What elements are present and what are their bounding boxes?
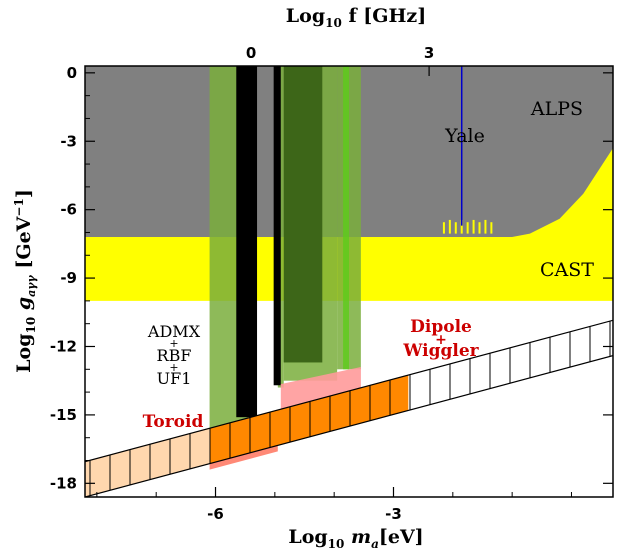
cast-label: CAST [540, 259, 594, 281]
y-tick-label: -15 [50, 406, 77, 424]
band-upper-edge [85, 319, 613, 463]
dipole-projection [280, 367, 361, 412]
wiggler-label: Wiggler [402, 341, 479, 361]
y-tick-label: -9 [60, 269, 77, 287]
band-lower-edge [85, 355, 613, 497]
haloscope-dark-band [283, 66, 323, 363]
admx-label: ADMX [147, 322, 201, 341]
x-top-tick-label: 0 [246, 44, 256, 62]
plot-frame [84, 65, 614, 498]
y-tick-label: -3 [60, 132, 77, 150]
y-tick-label: -12 [50, 337, 77, 355]
admx-plus: + [169, 337, 178, 350]
y-tick-label: -6 [60, 201, 77, 219]
admx-bar [236, 66, 258, 418]
x-tick-label: -6 [207, 505, 224, 523]
alps-label: ALPS [530, 98, 583, 120]
dipole-label: Dipole [410, 317, 472, 337]
admx-label: RBF [157, 346, 192, 365]
y-axis-label: Log10 gaγγ [GeV−1] [12, 189, 38, 373]
yale-label: Yale [444, 125, 485, 147]
y-tick-label: -18 [50, 474, 77, 492]
admx-label: UF1 [157, 369, 192, 388]
x-axis-label: Log10 ma[eV] [288, 526, 423, 551]
admx-bar [273, 66, 281, 386]
x-top-axis-label: Log10 f [GHz] [286, 5, 426, 30]
dipole-plus: + [435, 332, 447, 348]
x-top-tick-label: 3 [424, 44, 434, 62]
band-hatch [85, 320, 613, 497]
y-tick-label: 0 [67, 64, 77, 82]
admx-plus: + [169, 361, 178, 374]
toroid-label: Toroid [143, 412, 204, 432]
haloscope-line [343, 66, 349, 370]
x-tick-label: -3 [385, 505, 402, 523]
